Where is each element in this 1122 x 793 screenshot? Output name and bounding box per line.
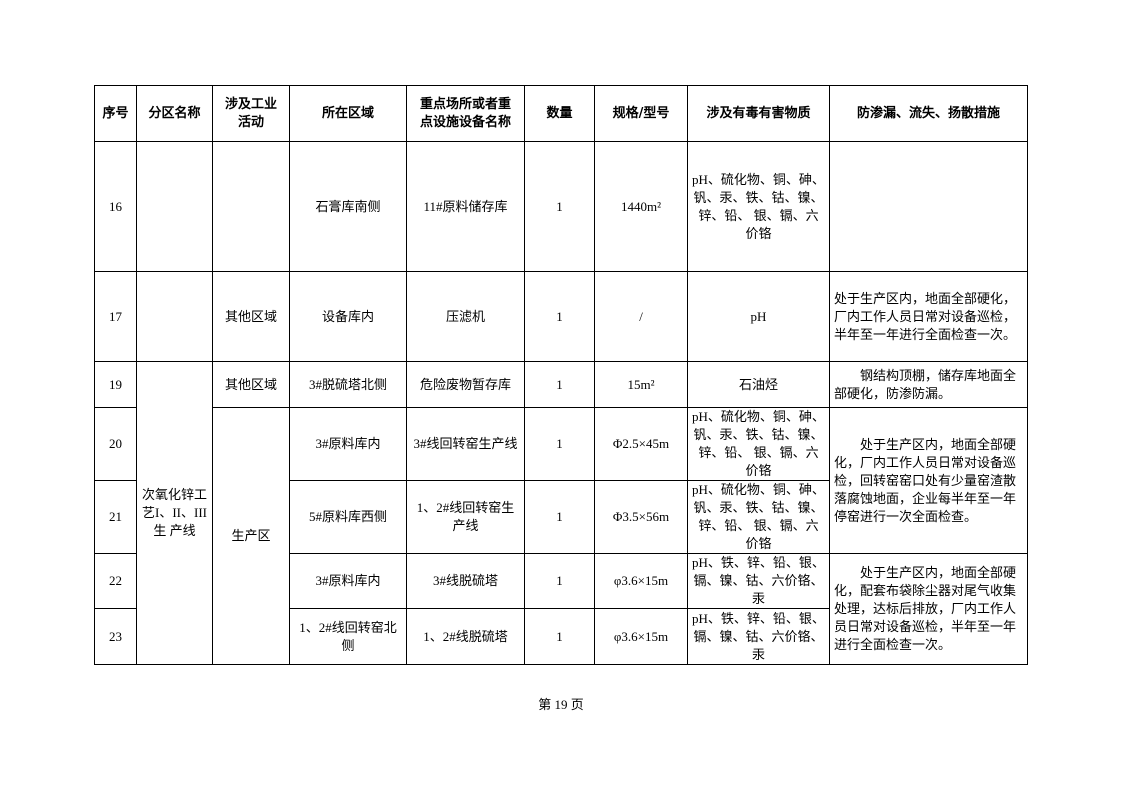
cell-no: 23 — [94, 608, 137, 665]
cell-spec: Φ3.5×56m — [594, 480, 688, 554]
cell-activity: 其他区域 — [212, 361, 290, 408]
cell-no: 20 — [94, 407, 137, 481]
header-cell: 数量 — [524, 85, 595, 142]
cell-substances: 石油烃 — [687, 361, 830, 408]
header-cell: 序号 — [94, 85, 137, 142]
cell-qty: 1 — [524, 407, 595, 481]
cell-activity: 生产区 — [212, 407, 290, 665]
table-row: 22 3#原料库内 3#线脱硫塔 1 φ3.6×15m pH、铁、锌、铅、银、镉… — [94, 553, 1028, 665]
cell-facility: 11#原料储存库 — [406, 141, 525, 272]
header-cell: 涉及有毒有害物质 — [687, 85, 830, 142]
table-row: 19 次氧化锌工艺I、II、III生 产线 其他区域 3#脱硫塔北侧 危险废物暂… — [94, 361, 1028, 665]
cell-qty: 1 — [524, 608, 595, 665]
cell-no: 19 — [94, 361, 137, 408]
cell-substances: pH、铁、锌、铅、银、镉、镍、钴、六价铬、汞 — [687, 608, 830, 665]
cell-qty: 1 — [524, 271, 595, 362]
cell-no: 16 — [94, 141, 137, 272]
cell-area: 5#原料库西侧 — [289, 480, 407, 554]
cell-area: 1、2#线回转窑北侧 — [289, 608, 407, 665]
table-row: 20 生产区 3#原料库内 3#线回转窑生产线 1 Φ2.5×45m pH、硫化… — [94, 407, 1028, 665]
cell-zone: 次氧化锌工艺I、II、III生 产线 — [136, 361, 213, 665]
cell-facility: 危险废物暂存库 — [406, 361, 525, 408]
header-row: 序号 分区名称 涉及工业活动 所在区域 重点场所或者重点设施设备名称 数量 规格… — [94, 85, 1028, 142]
cell-zone — [136, 271, 213, 362]
table-row: 17 其他区域 设备库内 压滤机 1 / pH 处于生产区内，地面全部硬化，厂内… — [94, 271, 1028, 362]
cell-area: 3#原料库内 — [289, 407, 407, 481]
cell-measures: 处于生产区内，地面全部硬化，配套布袋除尘器对尾气收集处理，达标后排放，厂内工作人… — [829, 553, 1028, 665]
cell-facility: 3#线回转窑生产线 — [406, 407, 525, 481]
cell-activity: 其他区域 — [212, 271, 290, 362]
cell-substances: pH、硫化物、铜、砷、钒、汞、铁、钴、镍、锌、铅、 银、镉、六价铬 — [687, 480, 830, 554]
cell-no: 17 — [94, 271, 137, 362]
header-cell: 防渗漏、流失、扬散措施 — [829, 85, 1028, 142]
cell-measures: 处于生产区内，地面全部硬化，厂内工作人员日常对设备巡检，半年至一年进行全面检查一… — [829, 271, 1028, 362]
cell-spec: Φ2.5×45m — [594, 407, 688, 481]
cell-qty: 1 — [524, 141, 595, 272]
header-cell: 涉及工业活动 — [212, 85, 290, 142]
cell-spec: φ3.6×15m — [594, 553, 688, 609]
cell-substances: pH — [687, 271, 830, 362]
cell-measures: 处于生产区内，地面全部硬化，厂内工作人员日常对设备巡检，回转窑窑口处有少量窑渣散… — [829, 407, 1028, 554]
cell-facility: 1、2#线脱硫塔 — [406, 608, 525, 665]
cell-spec: / — [594, 271, 688, 362]
cell-spec: 1440m² — [594, 141, 688, 272]
cell-substances: pH、硫化物、铜、砷、钒、汞、铁、钴、镍、锌、铅、 银、镉、六价铬 — [687, 141, 830, 272]
header-cell: 所在区域 — [289, 85, 407, 142]
cell-area: 3#脱硫塔北侧 — [289, 361, 407, 408]
cell-area: 石膏库南侧 — [289, 141, 407, 272]
cell-facility: 3#线脱硫塔 — [406, 553, 525, 609]
table-row: 21 5#原料库西侧 1、2#线回转窑生产线 1 Φ3.5×56m pH、硫化物… — [94, 480, 1028, 554]
table-row: 23 1、2#线回转窑北侧 1、2#线脱硫塔 1 φ3.6×15m pH、铁、锌… — [94, 608, 1028, 665]
table-row: 16 石膏库南侧 11#原料储存库 1 1440m² pH、硫化物、铜、砷、钒、… — [94, 141, 1028, 272]
cell-no: 21 — [94, 480, 137, 554]
header-cell: 规格/型号 — [594, 85, 688, 142]
cell-area: 3#原料库内 — [289, 553, 407, 609]
cell-spec: 15m² — [594, 361, 688, 408]
cell-spec: φ3.6×15m — [594, 608, 688, 665]
cell-area: 设备库内 — [289, 271, 407, 362]
cell-facility: 1、2#线回转窑生产线 — [406, 480, 525, 554]
cell-activity — [212, 141, 290, 272]
cell-measures — [829, 141, 1028, 272]
cell-substances: pH、铁、锌、铅、银、镉、镍、钴、六价铬、汞 — [687, 553, 830, 609]
cell-substances: pH、硫化物、铜、砷、钒、汞、铁、钴、镍、锌、铅、 银、镉、六价铬 — [687, 407, 830, 481]
cell-qty: 1 — [524, 361, 595, 408]
cell-zone — [136, 141, 213, 272]
header-cell: 重点场所或者重点设施设备名称 — [406, 85, 525, 142]
facility-table: 序号 分区名称 涉及工业活动 所在区域 重点场所或者重点设施设备名称 数量 规格… — [94, 85, 1028, 665]
page-number: 第 19 页 — [538, 697, 584, 712]
header-cell: 分区名称 — [136, 85, 213, 142]
cell-no: 22 — [94, 553, 137, 609]
cell-qty: 1 — [524, 553, 595, 609]
cell-measures: 钢结构顶棚，储存库地面全部硬化，防渗防漏。 — [829, 361, 1028, 408]
cell-qty: 1 — [524, 480, 595, 554]
cell-facility: 压滤机 — [406, 271, 525, 362]
